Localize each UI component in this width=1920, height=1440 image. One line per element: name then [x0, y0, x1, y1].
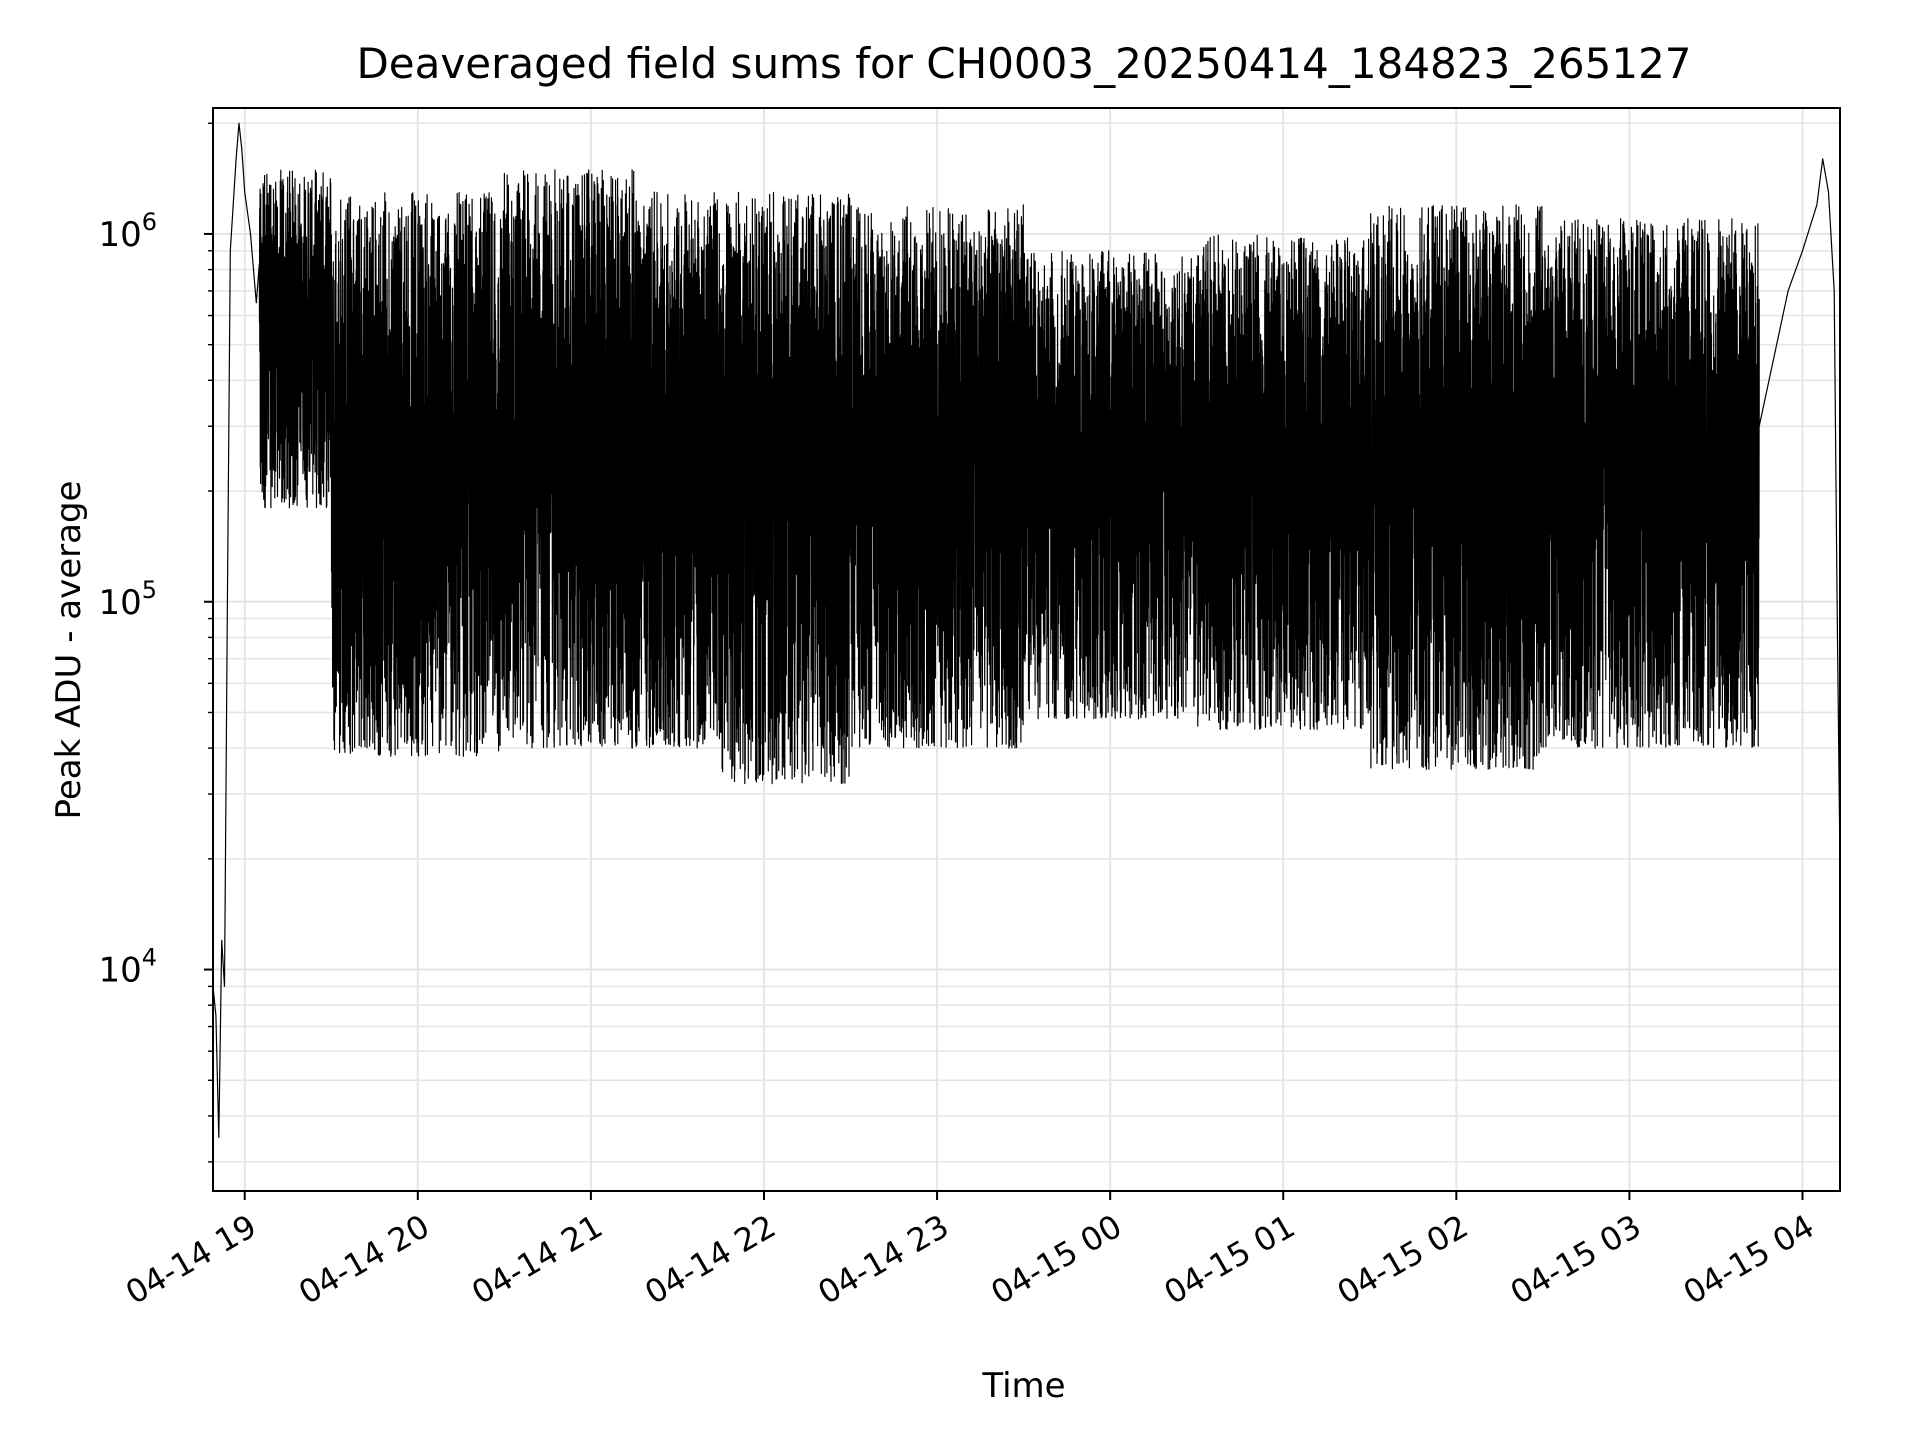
x-axis-label: Time — [981, 1366, 1065, 1406]
y-tick-exponent: 6 — [142, 208, 157, 236]
y-tick-exponent: 5 — [142, 576, 157, 604]
y-tick-exponent: 4 — [142, 944, 157, 972]
plot-frame — [212, 107, 1841, 1192]
y-tick-base: 10 — [98, 951, 141, 991]
series-line — [212, 122, 1841, 1138]
chart-title: Deaveraged field sums for CH0003_2025041… — [356, 39, 1691, 88]
y-tick-label: 105 — [98, 576, 157, 623]
y-tick-label: 104 — [98, 944, 157, 991]
data-layer — [212, 122, 1841, 1138]
y-tick-label: 106 — [98, 208, 157, 255]
y-tick-base: 10 — [98, 215, 141, 255]
y-tick-base: 10 — [98, 583, 141, 623]
y-axis-label: Peak ADU - average — [49, 481, 89, 820]
